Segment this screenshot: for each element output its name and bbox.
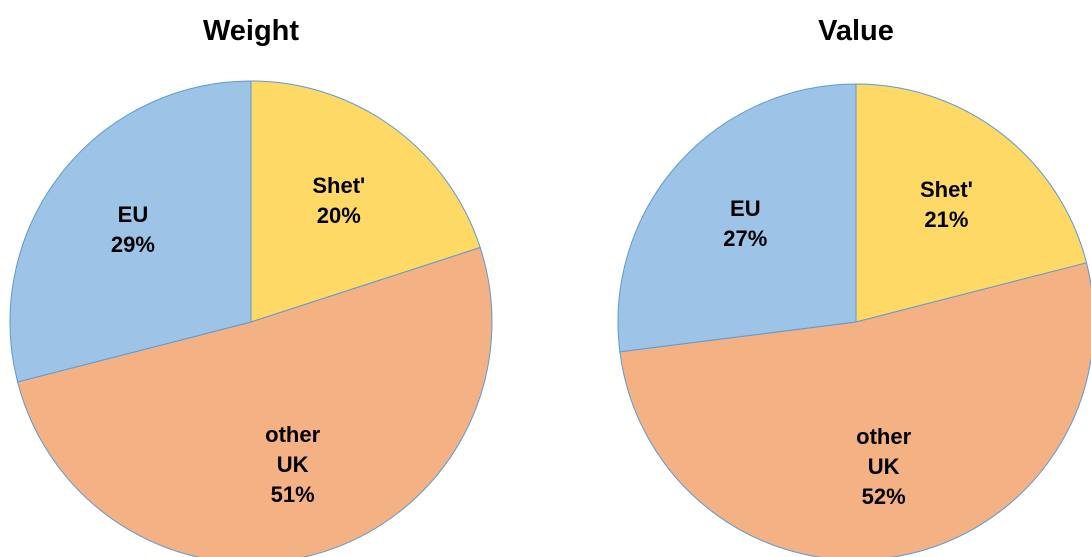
slice-label: Shet' 20% xyxy=(299,171,379,231)
pie-slice xyxy=(855,83,1088,323)
pie-slice xyxy=(9,80,252,383)
pie-slice xyxy=(250,80,481,323)
value-label: 51% xyxy=(270,482,315,508)
value-label: 52% xyxy=(861,483,906,509)
value-label: 27% xyxy=(723,226,768,252)
slice-label: other UK 52% xyxy=(844,422,924,512)
category-label: other UK xyxy=(265,422,321,478)
value-label: 29% xyxy=(110,232,155,258)
pie-slice xyxy=(617,83,857,353)
category-label: Shet' xyxy=(312,173,366,199)
slice-label: Shet' 21% xyxy=(906,175,986,235)
pie-slice xyxy=(619,262,1091,557)
chart-title: Value xyxy=(818,15,894,47)
chart-title: Weight xyxy=(203,15,299,47)
slice-label: other UK 51% xyxy=(253,420,333,510)
value-label: 20% xyxy=(316,203,361,229)
slice-label: EU 29% xyxy=(93,200,173,260)
category-label: EU xyxy=(117,202,149,228)
value-label: 21% xyxy=(924,207,969,233)
category-label: EU xyxy=(730,196,761,222)
category-label: other UK xyxy=(856,423,912,479)
category-label: Shet' xyxy=(919,177,973,203)
slice-label: EU 27% xyxy=(705,194,785,254)
pie-slice xyxy=(16,246,493,557)
